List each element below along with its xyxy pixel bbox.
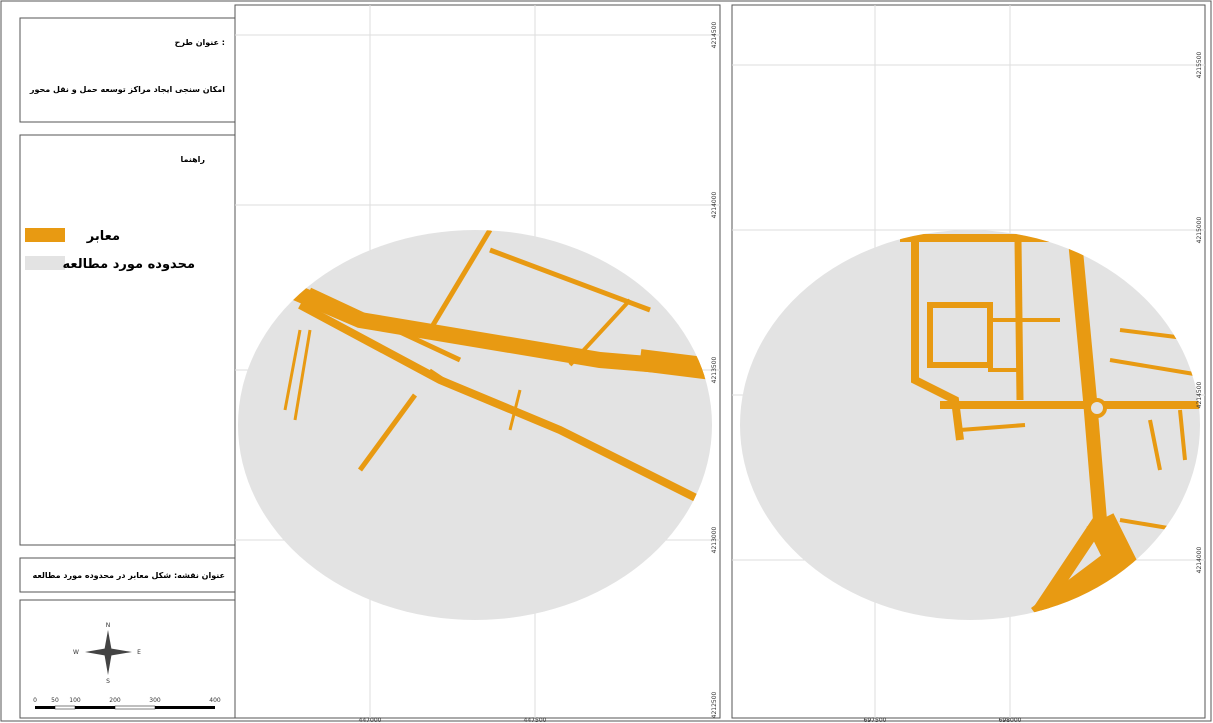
scale-label: 50 (51, 697, 59, 704)
y-coord-label: 4215500 (1196, 51, 1203, 78)
north-arrow: N S E W (73, 622, 141, 685)
legend-swatch-roads (25, 228, 65, 242)
legend-roads: معابر (86, 229, 120, 244)
study-area-left (238, 230, 712, 620)
map-frame-left (234, 4, 721, 719)
scale-label: 0 (33, 697, 37, 704)
scale-label: 300 (149, 697, 161, 704)
x-coord-label: 447500 (524, 717, 547, 723)
legend-swatch-area (25, 256, 65, 270)
map-title: عنوان نقشه: شکل معابر در محدوده مورد مطا… (32, 571, 225, 580)
scale-label: 400 (209, 697, 221, 704)
map-frame-right (731, 4, 1206, 719)
compass-n: N (106, 622, 111, 629)
scale-bar (35, 705, 215, 710)
legend-area: محدوده مورد مطالعه (63, 257, 195, 272)
y-coord-label: 4214500 (1196, 381, 1203, 408)
legend-box (19, 134, 236, 546)
y-coord-label: 4214000 (711, 191, 718, 218)
x-coord-label: 698000 (999, 717, 1022, 723)
compass-s: S (106, 678, 110, 685)
title-box (19, 17, 236, 123)
scale-label: 200 (109, 697, 121, 704)
compass-w: W (73, 649, 79, 656)
y-coord-label: 4214500 (711, 21, 718, 48)
y-coord-label: 4212500 (711, 691, 718, 718)
y-coord-label: 4213000 (711, 526, 718, 553)
y-coord-label: 4215000 (1196, 216, 1203, 243)
compass-e: E (137, 649, 141, 656)
legend-heading: راهنما (180, 155, 205, 164)
plan-title: امکان سنجی ایجاد مراکز توسعه حمل و نقل م… (29, 85, 225, 94)
x-coord-label: 697500 (864, 717, 887, 723)
scale-label: 100 (69, 697, 81, 704)
plan-heading: عنوان طرح : (175, 38, 225, 47)
y-coord-label: 4214000 (1196, 546, 1203, 573)
y-coord-label: 4213500 (711, 356, 718, 383)
x-coord-label: 447000 (359, 717, 382, 723)
